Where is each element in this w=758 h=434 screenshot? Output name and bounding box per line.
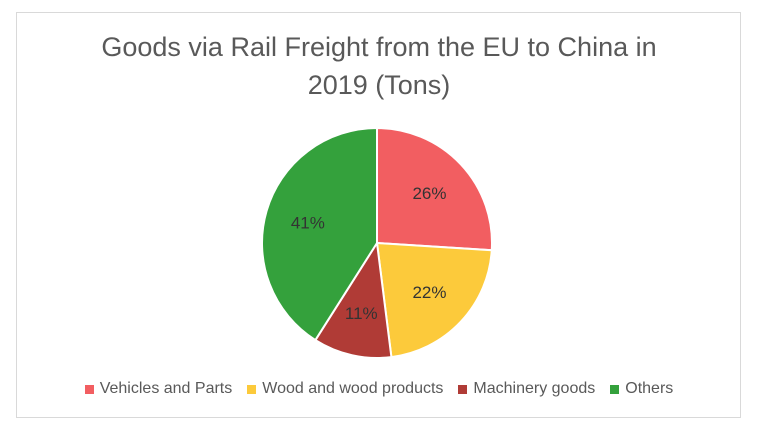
data-label-vehicles-and-parts: 26% <box>412 184 446 203</box>
legend-swatch <box>610 384 620 394</box>
data-label-machinery-goods: 11% <box>345 304 378 323</box>
pie-slices <box>261 126 493 359</box>
legend-item-others: Others <box>610 380 673 398</box>
legend-swatch <box>84 384 94 394</box>
pie-labels: 26% 22% 11% 41% <box>291 184 447 323</box>
chart-title-container: Goods via Rail Freight from the EU to Ch… <box>0 28 758 104</box>
chart-title: Goods via Rail Freight from the EU to Ch… <box>101 32 657 100</box>
pie-slice-vehicles-and-parts <box>376 126 493 252</box>
legend-swatch <box>247 384 257 394</box>
legend-item-wood-and-wood-products: Wood and wood products <box>247 380 443 398</box>
legend-item-vehicles-and-parts: Vehicles and Parts <box>84 380 233 398</box>
legend-item-machinery-goods: Machinery goods <box>458 380 595 398</box>
legend-label: Wood and wood products <box>262 380 444 397</box>
legend-label: Others <box>625 380 674 397</box>
pie-slice-wood-and-wood-products <box>375 241 493 359</box>
pie-slice-others <box>261 126 378 342</box>
data-label-wood-and-wood-products: 22% <box>412 283 446 302</box>
chart-legend: Vehicles and Parts Wood and wood products… <box>0 380 758 398</box>
legend-swatch <box>458 384 468 394</box>
legend-label: Machinery goods <box>473 380 596 397</box>
data-label-others: 41% <box>291 213 325 232</box>
pie-slice-machinery-goods <box>313 240 393 359</box>
legend-label: Vehicles and Parts <box>99 380 233 397</box>
